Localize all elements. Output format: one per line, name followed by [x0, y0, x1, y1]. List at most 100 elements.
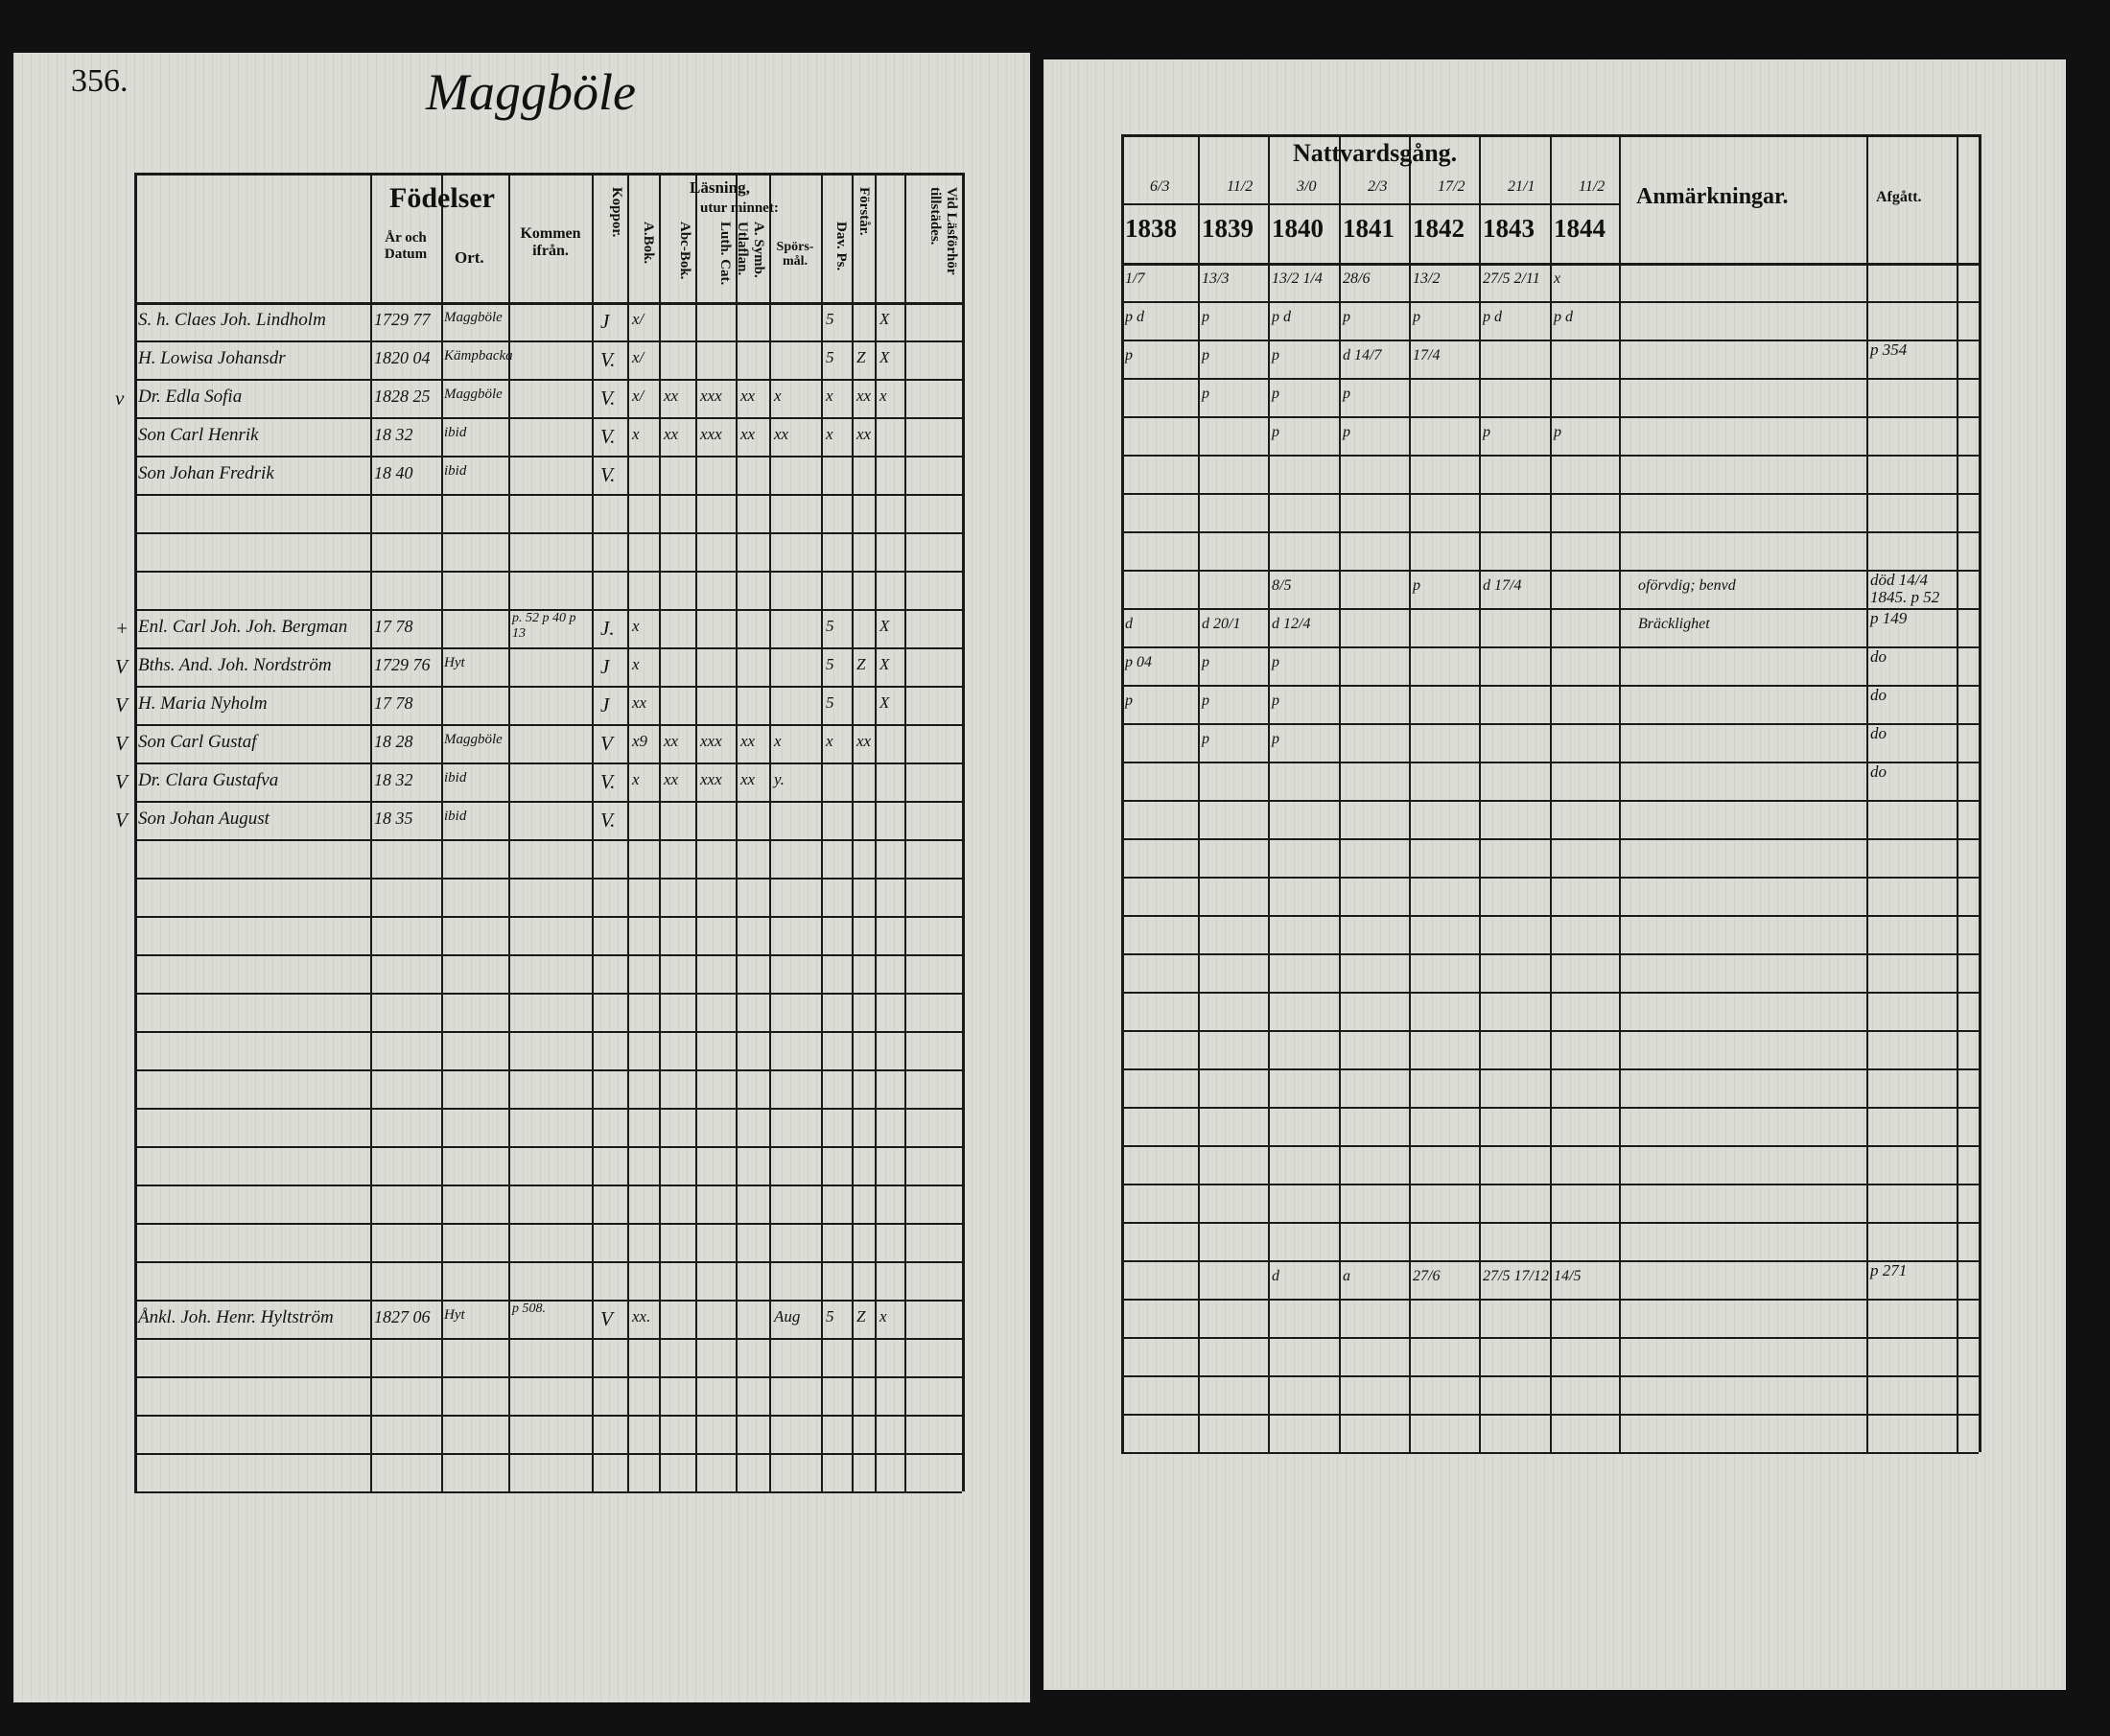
left-row-rule	[134, 532, 962, 534]
right-row-rule	[1121, 915, 1979, 917]
left-row-rule	[134, 1031, 962, 1033]
came-from: p. 52 p 40 p 13	[512, 611, 576, 641]
left-row-rule	[134, 1491, 962, 1493]
year-1840: 1840	[1272, 214, 1324, 243]
reading-mark: 5	[826, 1307, 834, 1325]
header-koppor: Koppor.	[609, 187, 624, 238]
reading-mark: xxx	[700, 387, 722, 405]
right-row-rule	[1121, 378, 1979, 380]
right-row-rule	[1121, 1375, 1979, 1377]
right-column-rule	[1339, 134, 1341, 1452]
header-sporsmal: Spörs-mål.	[776, 240, 814, 270]
right-row-rule	[1121, 493, 1979, 495]
communion-mark: p	[1343, 309, 1350, 325]
communion-mark: p	[1202, 654, 1209, 670]
row-mark: V	[115, 655, 128, 678]
birth-place: Maggböle	[444, 310, 503, 325]
communion-mark: d 12/4	[1272, 616, 1311, 632]
communion-mark: p	[1125, 347, 1133, 364]
communion-mark: p	[1413, 309, 1420, 325]
communion-mark: p	[1272, 386, 1279, 402]
header-vid-lasforhor: Vid Läsförhör tillstädes.	[927, 187, 959, 275]
departure-note: p 149	[1870, 609, 1908, 627]
year-rule	[1121, 203, 1619, 205]
right-row-rule	[1121, 416, 1979, 418]
reading-mark: y.	[774, 770, 785, 788]
right-row-rule	[1121, 723, 1979, 725]
departure-note: p 354	[1870, 340, 1908, 359]
communion-mark: 27/5 2/11	[1483, 270, 1540, 287]
birth-date: 18 32	[374, 425, 413, 444]
birth-place: Kämpbacka	[444, 348, 513, 364]
left-row-rule	[134, 839, 962, 841]
left-column-rule	[736, 173, 738, 1491]
right-column-rule	[1866, 134, 1868, 1452]
communion-mark: d	[1272, 1268, 1279, 1284]
left-row-rule	[134, 571, 962, 573]
left-column-rule	[821, 173, 823, 1491]
communion-mark: p	[1413, 577, 1420, 594]
communion-mark: p	[1272, 424, 1279, 440]
reading-mark: xx	[664, 387, 679, 405]
smallpox: V	[600, 732, 613, 755]
reading-mark: xx	[664, 425, 679, 443]
birth-place: Hyt	[444, 655, 465, 670]
row-mark: v	[115, 387, 125, 410]
birth-place: Maggböle	[444, 732, 503, 747]
communion-mark: p 04	[1125, 654, 1152, 670]
came-from: p 508.	[512, 1302, 546, 1316]
right-row-rule	[1121, 340, 1979, 341]
communion-mark: p	[1202, 731, 1209, 747]
year-date: 2/3	[1368, 178, 1388, 195]
reading-mark: xx.	[632, 1307, 651, 1325]
reading-mark: x	[826, 732, 833, 750]
person-name: S. h. Claes Joh. Lindholm	[138, 310, 326, 330]
person-name: Son Johan Fredrik	[138, 463, 274, 483]
header-a-bok: A.Bok.	[641, 222, 656, 265]
left-row-rule	[134, 1415, 962, 1417]
birth-place: ibid	[444, 463, 467, 479]
row-mark: V	[115, 693, 128, 716]
reading-mark: 5	[826, 348, 834, 366]
birth-date: 1820 04	[374, 348, 431, 367]
left-column-rule	[592, 173, 594, 1491]
left-column-rule	[904, 173, 906, 1491]
communion-mark: p d	[1554, 309, 1573, 325]
right-row-rule	[1121, 263, 1979, 266]
left-column-rule	[852, 173, 854, 1491]
right-column-rule	[1409, 134, 1411, 1452]
reading-mark: x	[632, 655, 640, 673]
header-nattvardsgang: Nattvardsgång.	[1293, 139, 1458, 167]
left-row-rule	[134, 1223, 962, 1225]
reading-mark: xx	[856, 425, 872, 443]
right-column-rule	[1550, 134, 1552, 1452]
left-row-rule	[134, 417, 962, 419]
left-row-rule	[134, 1108, 962, 1110]
person-name: Ånkl. Joh. Henr. Hyltström	[138, 1307, 334, 1327]
reading-mark: x	[774, 387, 782, 405]
communion-mark: p	[1202, 386, 1209, 402]
reading-mark: X	[879, 693, 890, 712]
reading-mark: xxx	[700, 770, 722, 788]
person-name: Son Carl Gustaf	[138, 732, 257, 752]
left-column-rule	[875, 173, 877, 1491]
birth-date: 1729 77	[374, 310, 431, 329]
right-row-rule	[1121, 1337, 1979, 1339]
communion-mark: d	[1125, 616, 1133, 632]
year-1841: 1841	[1343, 214, 1395, 243]
right-row-rule	[1121, 953, 1979, 955]
smallpox: V.	[600, 770, 616, 793]
reading-mark: xx	[664, 732, 679, 750]
village-title: Maggböle	[426, 63, 636, 121]
right-row-rule	[1121, 646, 1979, 648]
communion-mark: 14/5	[1554, 1268, 1582, 1284]
reading-mark: x/	[632, 348, 645, 366]
header-lasning: Läsning,	[690, 178, 750, 197]
departure-note: p 271	[1870, 1261, 1908, 1279]
communion-mark: p	[1272, 654, 1279, 670]
left-row-rule	[134, 379, 962, 381]
reading-mark: x	[632, 425, 640, 443]
person-name: Son Carl Henrik	[138, 425, 259, 445]
left-row-rule	[134, 494, 962, 496]
left-row-rule	[134, 1069, 962, 1071]
